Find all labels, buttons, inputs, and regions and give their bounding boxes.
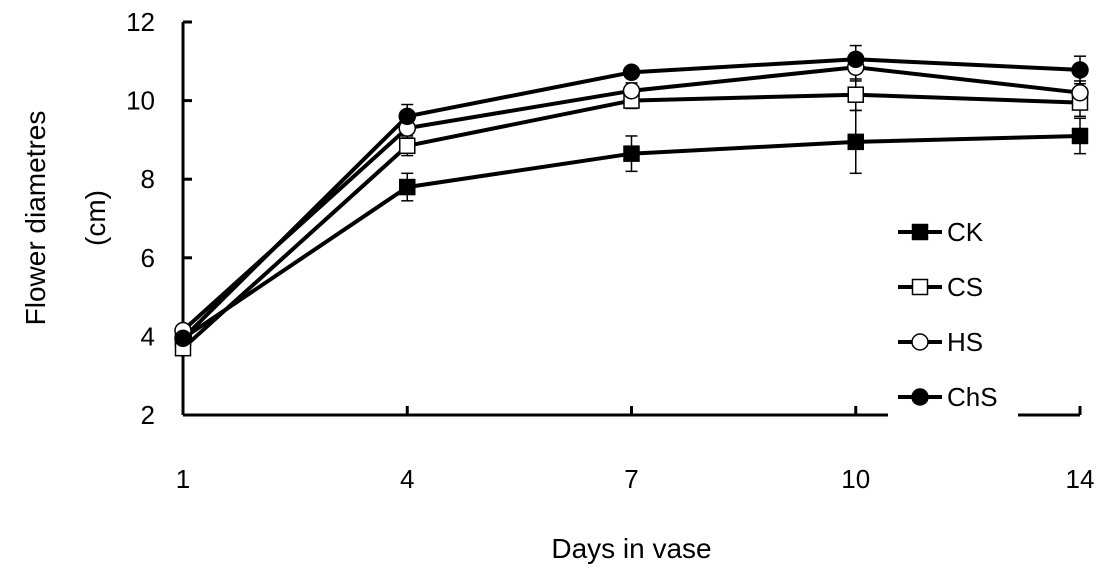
data-point-hs: [1071, 83, 1089, 102]
y-axis-title-line1: Flower diametres: [20, 111, 51, 326]
legend-label-chs: ChS: [947, 382, 998, 412]
data-point-ck: [847, 133, 864, 151]
x-tick-label: 7: [624, 464, 638, 494]
y-tick-label: 12: [126, 7, 155, 37]
legend: CK CS HS ChS: [898, 217, 998, 412]
data-point-cs: [399, 137, 416, 155]
y-axis-title-line2: (cm): [80, 190, 111, 246]
data-point-ck: [399, 178, 416, 196]
y-tick-label: 6: [141, 243, 155, 273]
legend-marker-chs: [911, 388, 929, 406]
x-tick-label: 14: [1066, 464, 1095, 494]
data-point-chs: [622, 63, 641, 82]
data-point-hs: [622, 82, 641, 100]
y-tick-label: 4: [141, 321, 155, 351]
legend-marker-hs: [911, 333, 929, 351]
x-axis-title: Days in vase: [551, 533, 711, 564]
legend-marker-cs: [911, 278, 929, 296]
data-point-ck: [1071, 127, 1089, 145]
y-tick-label: 8: [141, 164, 155, 194]
data-point-chs: [847, 50, 865, 69]
data-point-ck: [623, 145, 640, 162]
legend-label-cs: CS: [947, 272, 983, 302]
x-tick-label: 1: [176, 464, 190, 494]
x-tick-label: 10: [841, 464, 870, 494]
data-point-cs: [847, 86, 864, 103]
data-point-chs: [1071, 61, 1089, 79]
legend-background: [888, 205, 1018, 423]
data-point-chs: [398, 107, 416, 126]
y-tick-label: 2: [141, 400, 155, 430]
legend-marker-ck: [911, 223, 929, 241]
data-point-chs: [174, 329, 192, 348]
legend-label-ck: CK: [947, 217, 984, 247]
data-markers: [174, 50, 1089, 357]
legend-label-hs: HS: [947, 327, 983, 357]
x-tick-label: 4: [400, 464, 414, 494]
y-tick-label: 10: [126, 86, 155, 116]
